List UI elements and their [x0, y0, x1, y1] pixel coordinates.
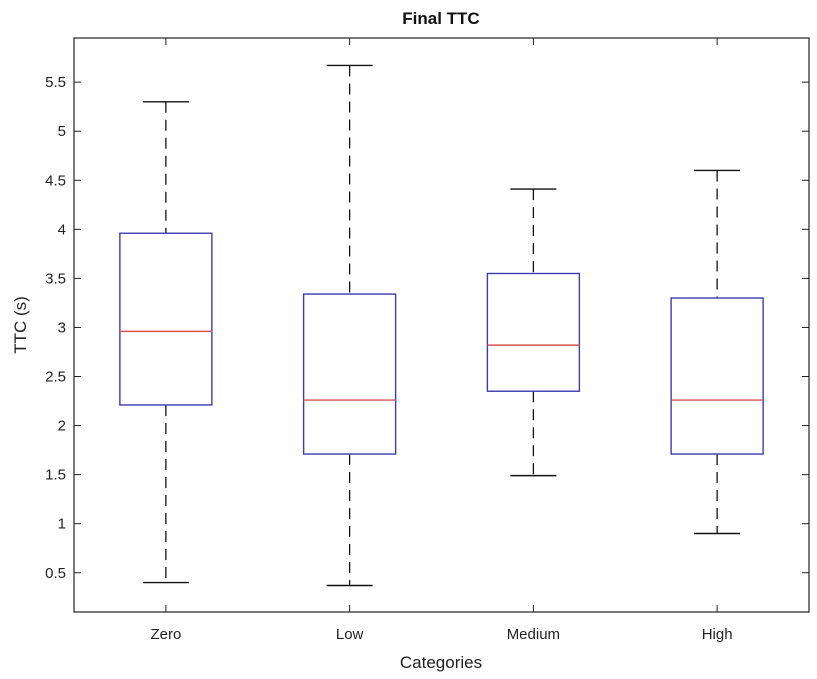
y-tick-label: 1 [58, 516, 66, 533]
x-axis-label: Categories [400, 653, 482, 672]
x-axis: Zero Low Medium High [150, 38, 733, 643]
y-axis-label: TTC (s) [11, 296, 30, 354]
box-iqr [119, 232, 213, 406]
y-tick-label: 3.5 [45, 270, 66, 287]
x-tick-label: Medium [507, 626, 560, 643]
y-tick-label: 5.5 [45, 74, 66, 91]
y-tick-label: 4.5 [45, 172, 66, 189]
y-tick-label: 1.5 [45, 467, 66, 484]
boxes-group [119, 64, 764, 587]
box-high [670, 169, 764, 535]
y-tick-label: 2.5 [45, 369, 66, 386]
y-tick-label: 4 [58, 221, 66, 238]
box-medium [486, 188, 581, 477]
x-tick-label: High [702, 626, 733, 643]
y-tick-label: 5 [58, 123, 66, 140]
y-tick-label: 3 [58, 319, 66, 336]
y-tick-label: 0.5 [45, 565, 66, 582]
y-axis: 0.5 1 1.5 2 2.5 3 3.5 4 4.5 5 5.5 [45, 74, 809, 582]
box-iqr [486, 272, 581, 392]
y-tick-label: 2 [58, 418, 66, 435]
box-iqr [670, 297, 764, 455]
box-iqr [302, 293, 397, 455]
x-tick-label: Low [336, 626, 364, 643]
box-low [302, 64, 397, 587]
plot-frame [73, 37, 810, 613]
chart-title: Final TTC [402, 9, 479, 28]
x-tick-label: Zero [150, 626, 181, 643]
box-zero [119, 101, 213, 584]
